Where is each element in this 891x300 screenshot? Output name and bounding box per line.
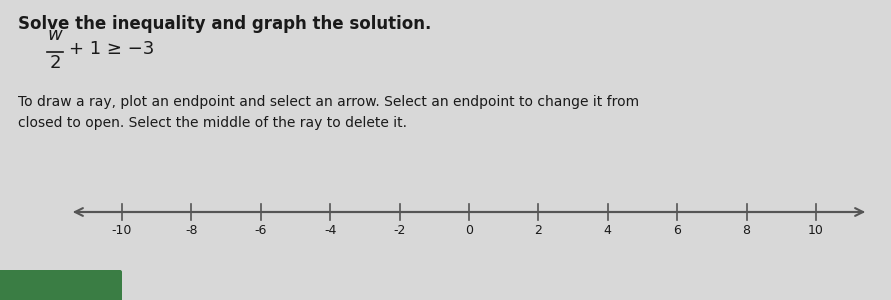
Text: 10: 10 <box>808 224 824 237</box>
Text: 4: 4 <box>604 224 612 237</box>
Text: -4: -4 <box>324 224 337 237</box>
Text: 6: 6 <box>674 224 681 237</box>
Text: + 1 ≥ −3: + 1 ≥ −3 <box>69 40 154 58</box>
FancyBboxPatch shape <box>0 270 122 300</box>
Text: w: w <box>47 26 62 44</box>
Text: 0: 0 <box>465 224 473 237</box>
Text: 8: 8 <box>742 224 750 237</box>
Text: -8: -8 <box>185 224 198 237</box>
Text: -6: -6 <box>255 224 267 237</box>
Text: To draw a ray, plot an endpoint and select an arrow. Select an endpoint to chang: To draw a ray, plot an endpoint and sele… <box>18 95 639 130</box>
Text: Solve the inequality and graph the solution.: Solve the inequality and graph the solut… <box>18 15 431 33</box>
Text: 2: 2 <box>535 224 543 237</box>
Text: -2: -2 <box>394 224 405 237</box>
Text: -10: -10 <box>112 224 132 237</box>
Text: 2: 2 <box>49 54 61 72</box>
